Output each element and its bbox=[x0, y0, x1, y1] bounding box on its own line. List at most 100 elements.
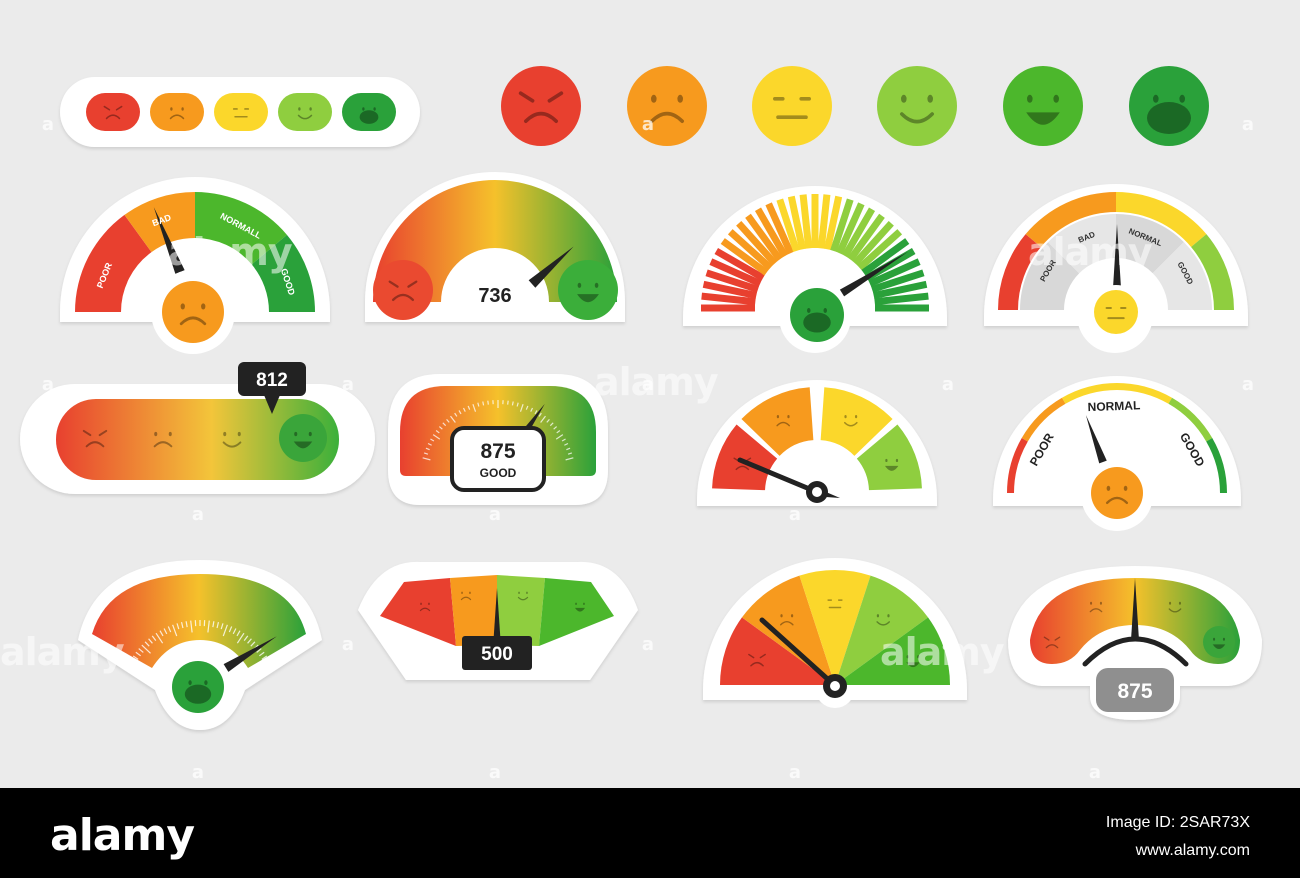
mouth bbox=[169, 114, 185, 120]
gauge-value: 875 bbox=[1117, 680, 1152, 703]
rating-pill bbox=[278, 93, 332, 131]
tick bbox=[507, 400, 509, 405]
eye bbox=[787, 415, 790, 419]
gauge-segment bbox=[251, 234, 315, 312]
eye bbox=[677, 94, 683, 103]
needle bbox=[1113, 224, 1121, 288]
value-tag bbox=[238, 362, 306, 396]
happy-face-icon bbox=[577, 282, 599, 303]
tick bbox=[144, 641, 150, 647]
gauge-value: 875 bbox=[480, 440, 515, 463]
eye bbox=[518, 91, 564, 103]
neutral-face-icon bbox=[1094, 290, 1138, 334]
eye bbox=[594, 282, 599, 288]
needle bbox=[153, 207, 185, 274]
tick bbox=[487, 400, 489, 405]
face-circle bbox=[752, 66, 832, 146]
face-circle bbox=[790, 288, 844, 342]
happy-face-icon bbox=[1003, 66, 1083, 146]
mouth bbox=[780, 620, 794, 626]
tick bbox=[423, 452, 429, 455]
gauge-face-segments bbox=[712, 387, 922, 503]
mouth bbox=[803, 312, 831, 333]
face-circle bbox=[162, 281, 224, 343]
tick bbox=[435, 430, 440, 434]
tick bbox=[236, 632, 245, 644]
eye bbox=[1043, 636, 1061, 641]
neutral-face-icon bbox=[232, 108, 250, 118]
mouth bbox=[517, 596, 529, 601]
mouth bbox=[1045, 644, 1059, 649]
tick bbox=[538, 412, 542, 417]
eye bbox=[188, 680, 192, 686]
very-angry-face-icon bbox=[501, 66, 581, 146]
tick bbox=[477, 402, 480, 407]
needle bbox=[223, 636, 277, 672]
face-circle bbox=[627, 66, 707, 146]
gauge-poor-normal-good bbox=[1007, 383, 1227, 519]
mouth bbox=[1168, 608, 1182, 613]
tick bbox=[232, 628, 237, 635]
mouth bbox=[85, 441, 105, 448]
mouth bbox=[574, 607, 586, 612]
mouth bbox=[153, 441, 173, 448]
watermark-mark: a bbox=[1242, 374, 1254, 395]
mouth bbox=[460, 596, 472, 601]
mouth bbox=[844, 421, 858, 427]
eye bbox=[895, 458, 899, 463]
mouth bbox=[1212, 644, 1226, 650]
gauge-five-faces bbox=[720, 570, 950, 698]
tick bbox=[243, 635, 249, 642]
tick bbox=[458, 410, 462, 415]
tick bbox=[261, 655, 268, 660]
very-happy-face-icon bbox=[803, 308, 831, 333]
tick bbox=[176, 623, 180, 630]
face-circle bbox=[279, 414, 327, 462]
tick bbox=[482, 401, 485, 406]
eye bbox=[201, 303, 206, 310]
gauge-segment bbox=[380, 578, 456, 646]
meter-bar bbox=[705, 269, 760, 293]
happy-face-icon bbox=[574, 602, 586, 612]
eye bbox=[82, 429, 108, 437]
value-box bbox=[462, 636, 532, 670]
happy-face-icon bbox=[1212, 637, 1226, 650]
gauge-segment bbox=[1168, 397, 1213, 442]
meter-bar bbox=[714, 247, 765, 282]
eye bbox=[1053, 94, 1059, 103]
tick bbox=[180, 622, 184, 629]
tick bbox=[167, 626, 172, 633]
eye bbox=[170, 107, 173, 111]
eye bbox=[237, 431, 241, 437]
meter-bar bbox=[745, 213, 783, 262]
gauge-value: 812 bbox=[256, 370, 288, 391]
mouth bbox=[650, 111, 684, 123]
neutral-face-icon bbox=[752, 66, 832, 146]
meter-bar bbox=[872, 280, 928, 299]
watermark-mark: a bbox=[642, 374, 654, 395]
watermark-mark: a bbox=[942, 374, 954, 395]
linear-track bbox=[56, 399, 339, 480]
gauge-segment bbox=[1021, 397, 1066, 442]
needle bbox=[839, 251, 909, 297]
gauge-score-875-good: 875 GOOD bbox=[400, 386, 596, 492]
sad-face-icon bbox=[460, 591, 472, 601]
mouth bbox=[359, 110, 379, 124]
tick bbox=[525, 405, 529, 410]
rating-pill bbox=[214, 93, 268, 131]
eye bbox=[844, 415, 847, 419]
tick bbox=[228, 626, 233, 633]
end-cap bbox=[373, 260, 433, 320]
rating-pill bbox=[342, 93, 396, 131]
smiling-face-icon bbox=[517, 591, 529, 601]
end-cap bbox=[558, 260, 618, 320]
eye bbox=[1106, 485, 1111, 491]
face-circle bbox=[1003, 66, 1083, 146]
tick bbox=[163, 628, 168, 635]
needle bbox=[1085, 415, 1107, 464]
gauge-rating: GOOD bbox=[480, 466, 517, 480]
mouth bbox=[1089, 608, 1103, 613]
gauge-score-736: 736 bbox=[373, 180, 618, 320]
angry-face-icon bbox=[103, 105, 123, 120]
